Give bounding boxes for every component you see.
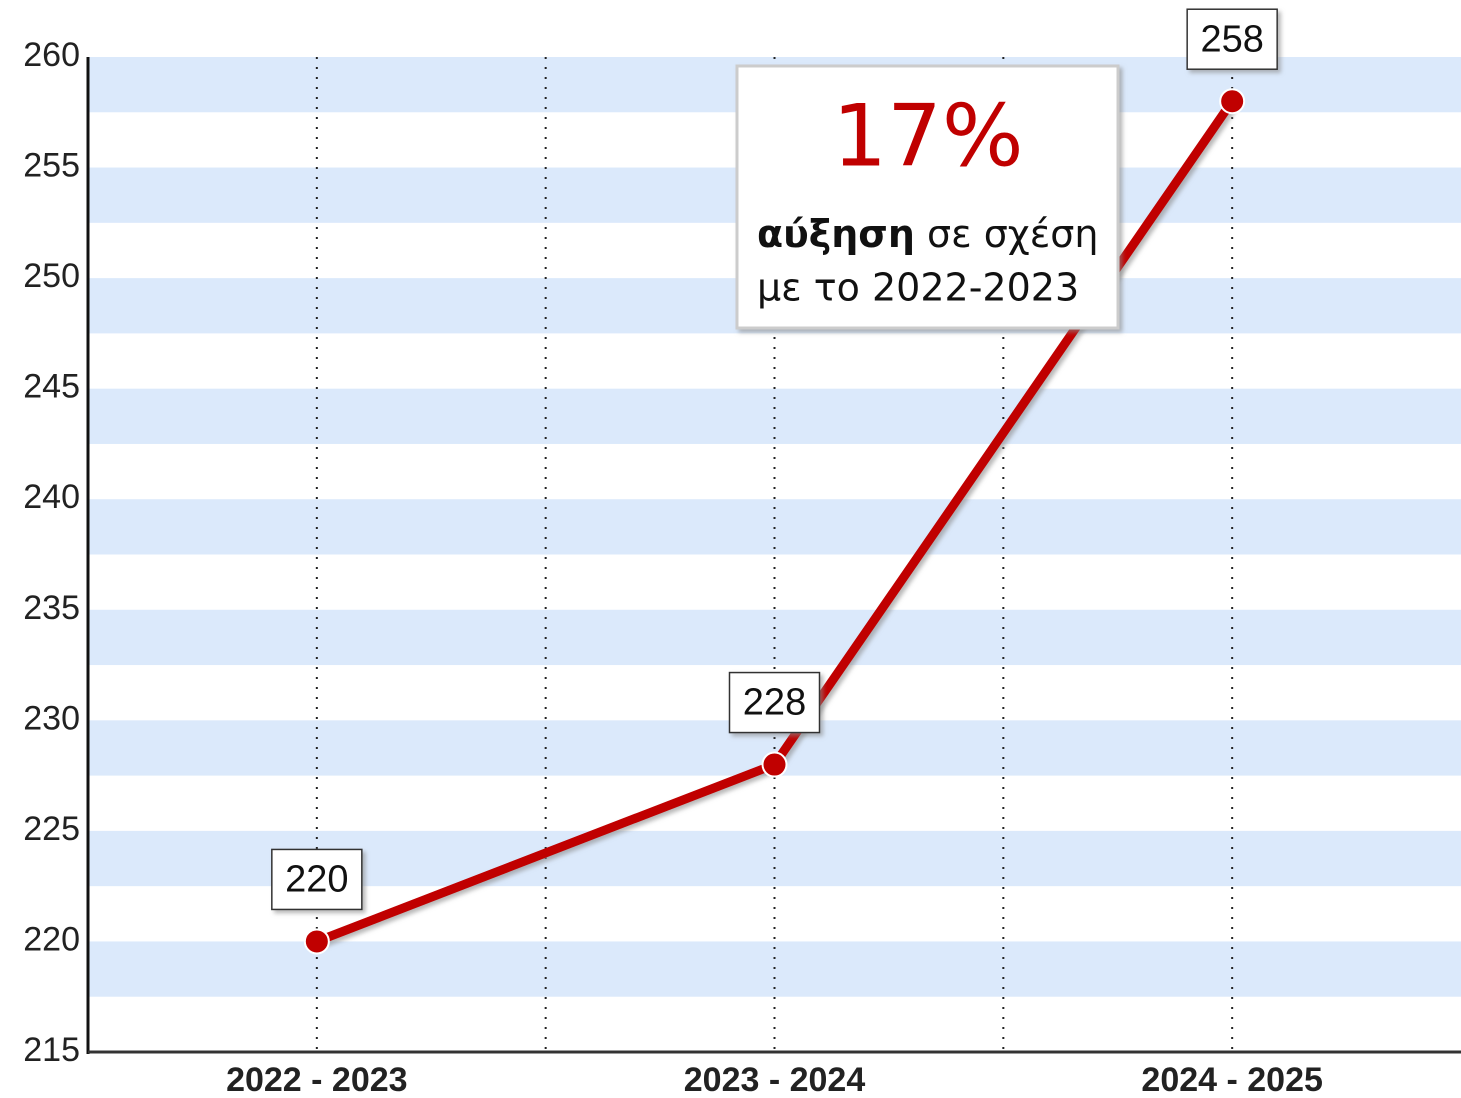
y-tick-label: 255 <box>23 147 80 185</box>
y-tick-label: 260 <box>23 36 80 74</box>
annotation-box <box>735 64 1120 330</box>
label-box <box>271 848 363 911</box>
annotation-bold: αύξηση <box>757 212 915 256</box>
annotation-rest: σε σχέση <box>915 212 1099 256</box>
y-tick-label: 245 <box>23 368 80 406</box>
data-point <box>1219 88 1246 115</box>
y-tick-label: 235 <box>23 589 80 627</box>
annotation-line: με το 2022-2023 <box>757 266 1079 310</box>
label-box <box>1186 8 1278 70</box>
data-label: 258 <box>1200 18 1263 60</box>
y-tick-label: 230 <box>23 699 80 737</box>
x-tick-label: 2024 - 2025 <box>1141 1061 1323 1098</box>
y-tick-label: 240 <box>23 478 80 516</box>
annotation-line: αύξηση σε σχέση <box>757 212 1098 256</box>
data-point <box>761 751 788 778</box>
y-tick-label: 220 <box>23 920 80 958</box>
y-tick-label: 225 <box>23 810 80 848</box>
annotation-headline: 17% <box>832 86 1023 186</box>
label-box <box>728 671 821 734</box>
y-tick-label: 215 <box>23 1031 80 1069</box>
data-label: 228 <box>743 682 806 724</box>
data-label: 220 <box>285 858 348 900</box>
x-tick-label: 2022 - 2023 <box>226 1061 408 1098</box>
x-tick-label: 2023 - 2024 <box>684 1061 866 1098</box>
y-tick-label: 250 <box>23 257 80 295</box>
grid-stripe <box>88 388 1461 444</box>
data-point <box>303 928 330 955</box>
